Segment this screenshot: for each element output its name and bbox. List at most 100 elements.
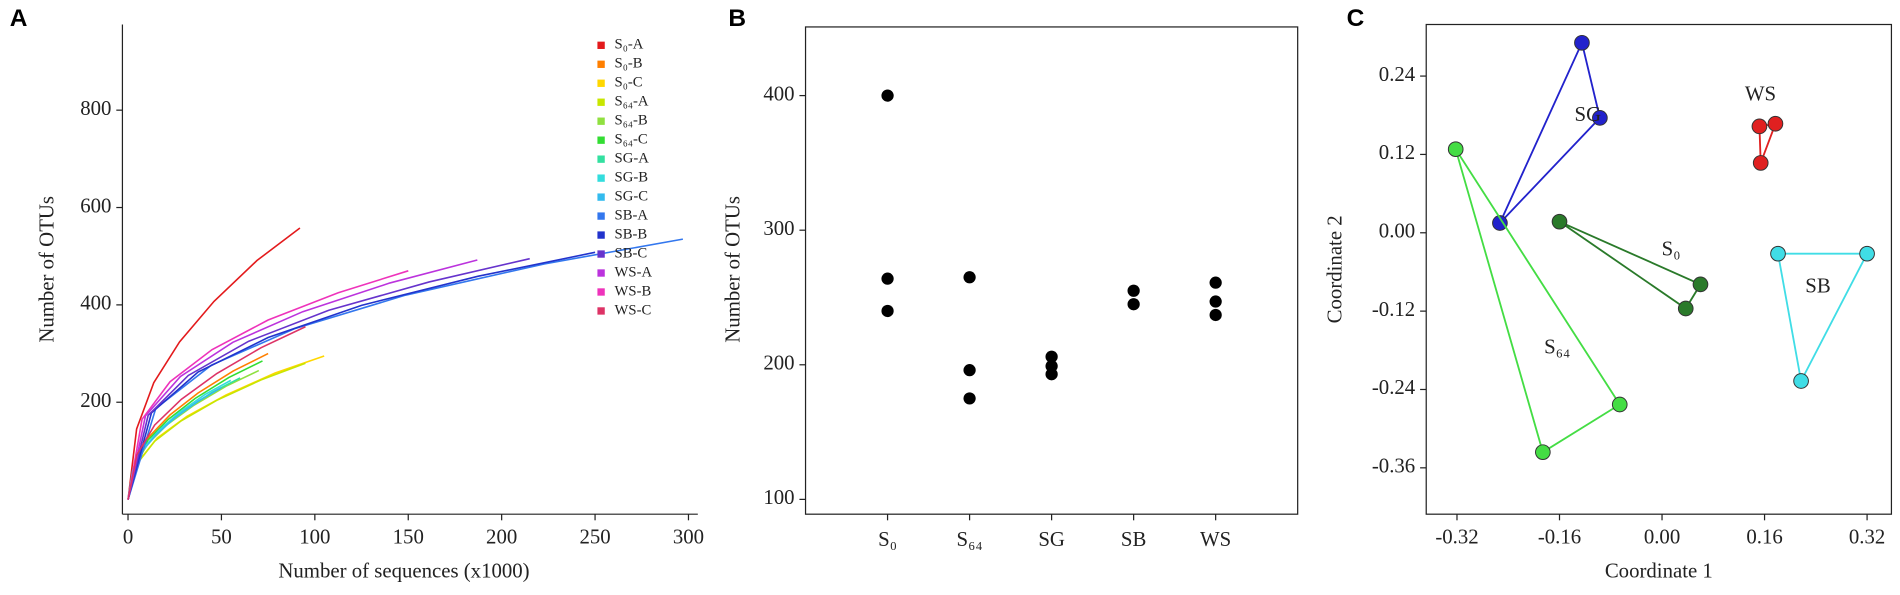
- point: [1447, 141, 1464, 158]
- rarefaction-curve: [127, 259, 478, 500]
- y-tick-label: 300: [763, 216, 794, 240]
- y-tick-label: -0.12: [1372, 297, 1415, 321]
- y-axis-label: Coordinate 2: [1323, 215, 1347, 323]
- legend-label: SG-A: [615, 151, 650, 167]
- dot: [881, 304, 894, 318]
- legend-label: WS-B: [615, 283, 652, 299]
- dot: [1127, 298, 1140, 311]
- x-axis-label: Number of sequences (x1000): [278, 559, 529, 583]
- x-tick-label: 0.32: [1849, 524, 1885, 548]
- point: [1770, 245, 1786, 262]
- y-axis-label: Number of OTUs: [720, 196, 744, 343]
- legend-label: S₀-A: [615, 37, 644, 53]
- point: [1574, 34, 1590, 51]
- x-tick-label: 300: [673, 524, 704, 548]
- x-tick-label: S₀: [878, 527, 897, 551]
- x-tick-label: -0.32: [1435, 524, 1478, 548]
- x-tick-label: 0.00: [1644, 524, 1680, 548]
- legend-swatch: [597, 98, 605, 106]
- panel-letter: B: [728, 5, 746, 32]
- dot: [963, 271, 976, 284]
- legend-swatch: [597, 269, 605, 277]
- legend-swatch: [597, 307, 605, 315]
- legend-swatch: [597, 60, 605, 68]
- y-tick-label: 400: [80, 291, 111, 315]
- dot: [963, 392, 976, 405]
- dot: [1209, 308, 1222, 322]
- y-tick-label: 200: [763, 351, 794, 375]
- dot: [1209, 276, 1222, 289]
- y-axis-label: Number of OTUs: [35, 196, 59, 343]
- point: [1535, 444, 1551, 460]
- legend-swatch: [597, 79, 605, 87]
- rarefaction-curve: [127, 360, 263, 500]
- plot-frame: [804, 26, 1299, 515]
- x-tick-label: -0.16: [1538, 524, 1581, 548]
- legend-label: WS-A: [615, 264, 653, 280]
- point: [1752, 155, 1769, 171]
- legend-swatch: [597, 41, 605, 49]
- legend-swatch: [597, 193, 605, 201]
- dot: [1127, 284, 1140, 297]
- group-label: S₆₄: [1544, 335, 1570, 359]
- group-label: SG: [1575, 102, 1602, 126]
- rarefaction-curve: [127, 227, 301, 500]
- legend-label: SG-C: [615, 188, 648, 204]
- legend-label: S₆₄-C: [615, 132, 648, 148]
- legend-label: SB-A: [615, 207, 649, 223]
- point: [1492, 215, 1508, 231]
- x-tick-label: SG: [1038, 527, 1065, 551]
- y-tick-label: -0.36: [1372, 454, 1415, 478]
- point: [1592, 110, 1608, 126]
- group-outline: [1558, 220, 1702, 310]
- x-tick-label: 0.16: [1746, 524, 1782, 548]
- dot: [881, 272, 894, 285]
- point: [1767, 115, 1784, 132]
- rarefaction-curve: [127, 257, 530, 500]
- legend-swatch: [597, 212, 605, 220]
- group-label: WS: [1745, 81, 1776, 105]
- legend-swatch: [597, 250, 605, 258]
- y-tick-label: 0.00: [1379, 219, 1415, 243]
- y-tick-label: 600: [80, 193, 111, 217]
- y-tick-label: 0.24: [1379, 62, 1416, 86]
- x-tick-label: 200: [486, 524, 517, 548]
- legend-label: S₆₄-B: [615, 113, 648, 129]
- point: [1677, 300, 1694, 317]
- legend-label: SG-B: [615, 170, 649, 186]
- y-tick-label: 800: [80, 96, 111, 120]
- group-outline: [1499, 39, 1601, 224]
- y-tick-label: 400: [763, 81, 794, 105]
- legend-label: S₀-B: [615, 56, 643, 72]
- x-tick-label: WS: [1200, 527, 1231, 551]
- point: [1692, 276, 1709, 293]
- dot: [963, 364, 976, 377]
- group-outline: [1776, 252, 1869, 384]
- point: [1611, 396, 1628, 413]
- dot: [1045, 350, 1058, 363]
- x-tick-label: 150: [393, 524, 424, 548]
- y-tick-label: 100: [763, 485, 794, 509]
- legend-label: S₆₄-A: [615, 94, 649, 110]
- dot: [1045, 368, 1058, 381]
- x-tick-label: 0: [123, 524, 133, 548]
- legend-swatch: [597, 231, 605, 239]
- dot: [881, 89, 894, 102]
- legend-swatch: [597, 117, 605, 125]
- x-tick-label: SB: [1121, 527, 1146, 551]
- point: [1751, 118, 1768, 135]
- point: [1551, 213, 1568, 230]
- plot-frame: [1425, 23, 1893, 515]
- group-label: SB: [1805, 273, 1830, 297]
- panel-letter: C: [1347, 5, 1365, 32]
- rarefaction-curve: [127, 270, 409, 500]
- legend-label: WS-C: [615, 302, 652, 318]
- x-tick-label: 50: [211, 524, 232, 548]
- legend-swatch: [597, 155, 605, 163]
- x-tick-label: 250: [579, 524, 610, 548]
- legend-label: SB-B: [615, 226, 648, 242]
- rarefaction-curve: [127, 326, 306, 500]
- y-tick-label: -0.24: [1372, 375, 1416, 399]
